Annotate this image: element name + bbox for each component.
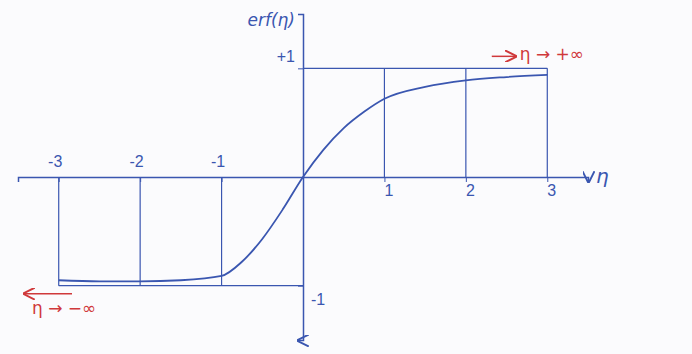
y-axis-title: erf(η): [248, 10, 295, 30]
x-tick-label: -3: [48, 153, 62, 170]
grid-line: [221, 177, 222, 286]
annotation-arrow: [492, 56, 516, 58]
x-tick: -1: [211, 153, 225, 182]
grid-line: [465, 68, 466, 177]
x-tick-mark: [466, 177, 467, 182]
x-tick: -3: [48, 153, 62, 182]
grid-line: [58, 177, 59, 286]
chart: -3 -2 -1 1 2 3 +1 -1 η erf(η) η → +∞ η → −∞: [0, 0, 692, 354]
grid-line: [303, 68, 547, 69]
annotation: η → +∞: [520, 44, 584, 64]
x-tick-mark: [547, 177, 548, 182]
plot-area: [59, 75, 548, 281]
curve: [59, 75, 548, 281]
x-tick-mark: [222, 177, 223, 182]
x-tick-mark: [140, 177, 141, 182]
y-tick-label: -1: [311, 291, 325, 308]
y-tick: -1: [298, 286, 325, 308]
grid-line: [140, 177, 141, 286]
x-tick-label: -1: [211, 153, 225, 170]
y-tick-mark: [298, 68, 303, 69]
x-tick-mark: [384, 177, 385, 182]
x-tick: 3: [547, 177, 556, 199]
y-tick-label: +1: [277, 48, 295, 65]
y-axis: +1 -1: [277, 15, 326, 341]
annotation: η → −∞: [32, 298, 96, 318]
x-tick-label: 1: [384, 182, 393, 199]
grid-line: [384, 68, 385, 177]
x-tick: 1: [384, 177, 393, 199]
x-tick-label: 2: [466, 182, 475, 199]
grid-line: [547, 68, 548, 177]
x-tick-mark: [59, 177, 60, 182]
x-tick: -2: [130, 153, 144, 182]
y-tick-mark: [298, 286, 303, 287]
x-tick: 2: [466, 177, 475, 199]
grid-line: [59, 285, 303, 286]
x-axis-title: η: [596, 164, 609, 188]
x-tick-label: -2: [130, 153, 144, 170]
annotation-arrow: [24, 293, 72, 295]
y-tick: +1: [277, 48, 303, 68]
x-tick-label: 3: [547, 182, 556, 199]
